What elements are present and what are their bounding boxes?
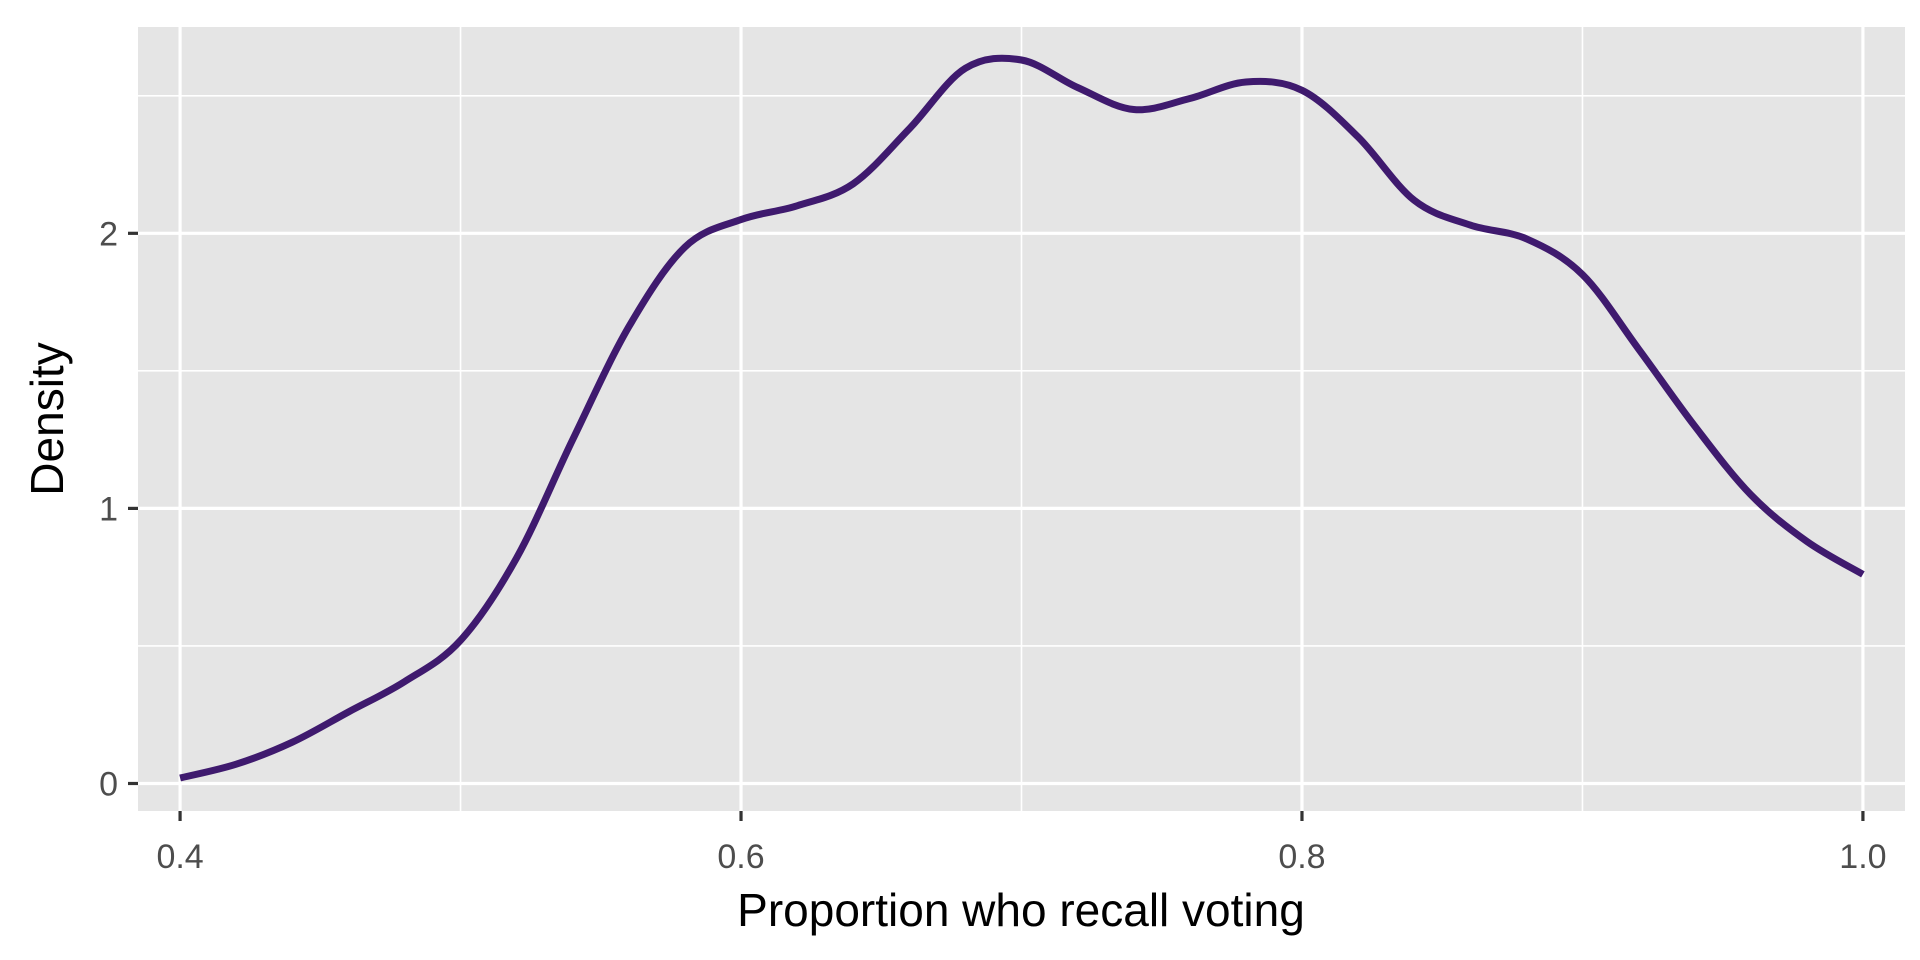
axis-ticks bbox=[128, 231, 1865, 821]
y-tick-label: 1 bbox=[99, 490, 118, 528]
y-tick-label: 0 bbox=[99, 765, 118, 803]
density-curve bbox=[179, 54, 1865, 782]
x-tick-label: 0.6 bbox=[717, 838, 764, 876]
major-gridlines bbox=[138, 27, 1905, 811]
x-tick-label: 1.0 bbox=[1839, 838, 1886, 876]
x-tick-label: 0.4 bbox=[156, 838, 203, 876]
x-tick-labels: 0.4 0.6 0.8 1.0 bbox=[156, 838, 1886, 876]
y-tick-label: 2 bbox=[99, 215, 118, 253]
x-tick-label: 0.8 bbox=[1278, 838, 1325, 876]
y-axis-title: Density bbox=[21, 342, 73, 495]
minor-gridlines bbox=[138, 27, 1905, 811]
y-tick-labels: 0 1 2 bbox=[99, 215, 118, 803]
x-axis-title: Proportion who recall voting bbox=[737, 884, 1305, 936]
